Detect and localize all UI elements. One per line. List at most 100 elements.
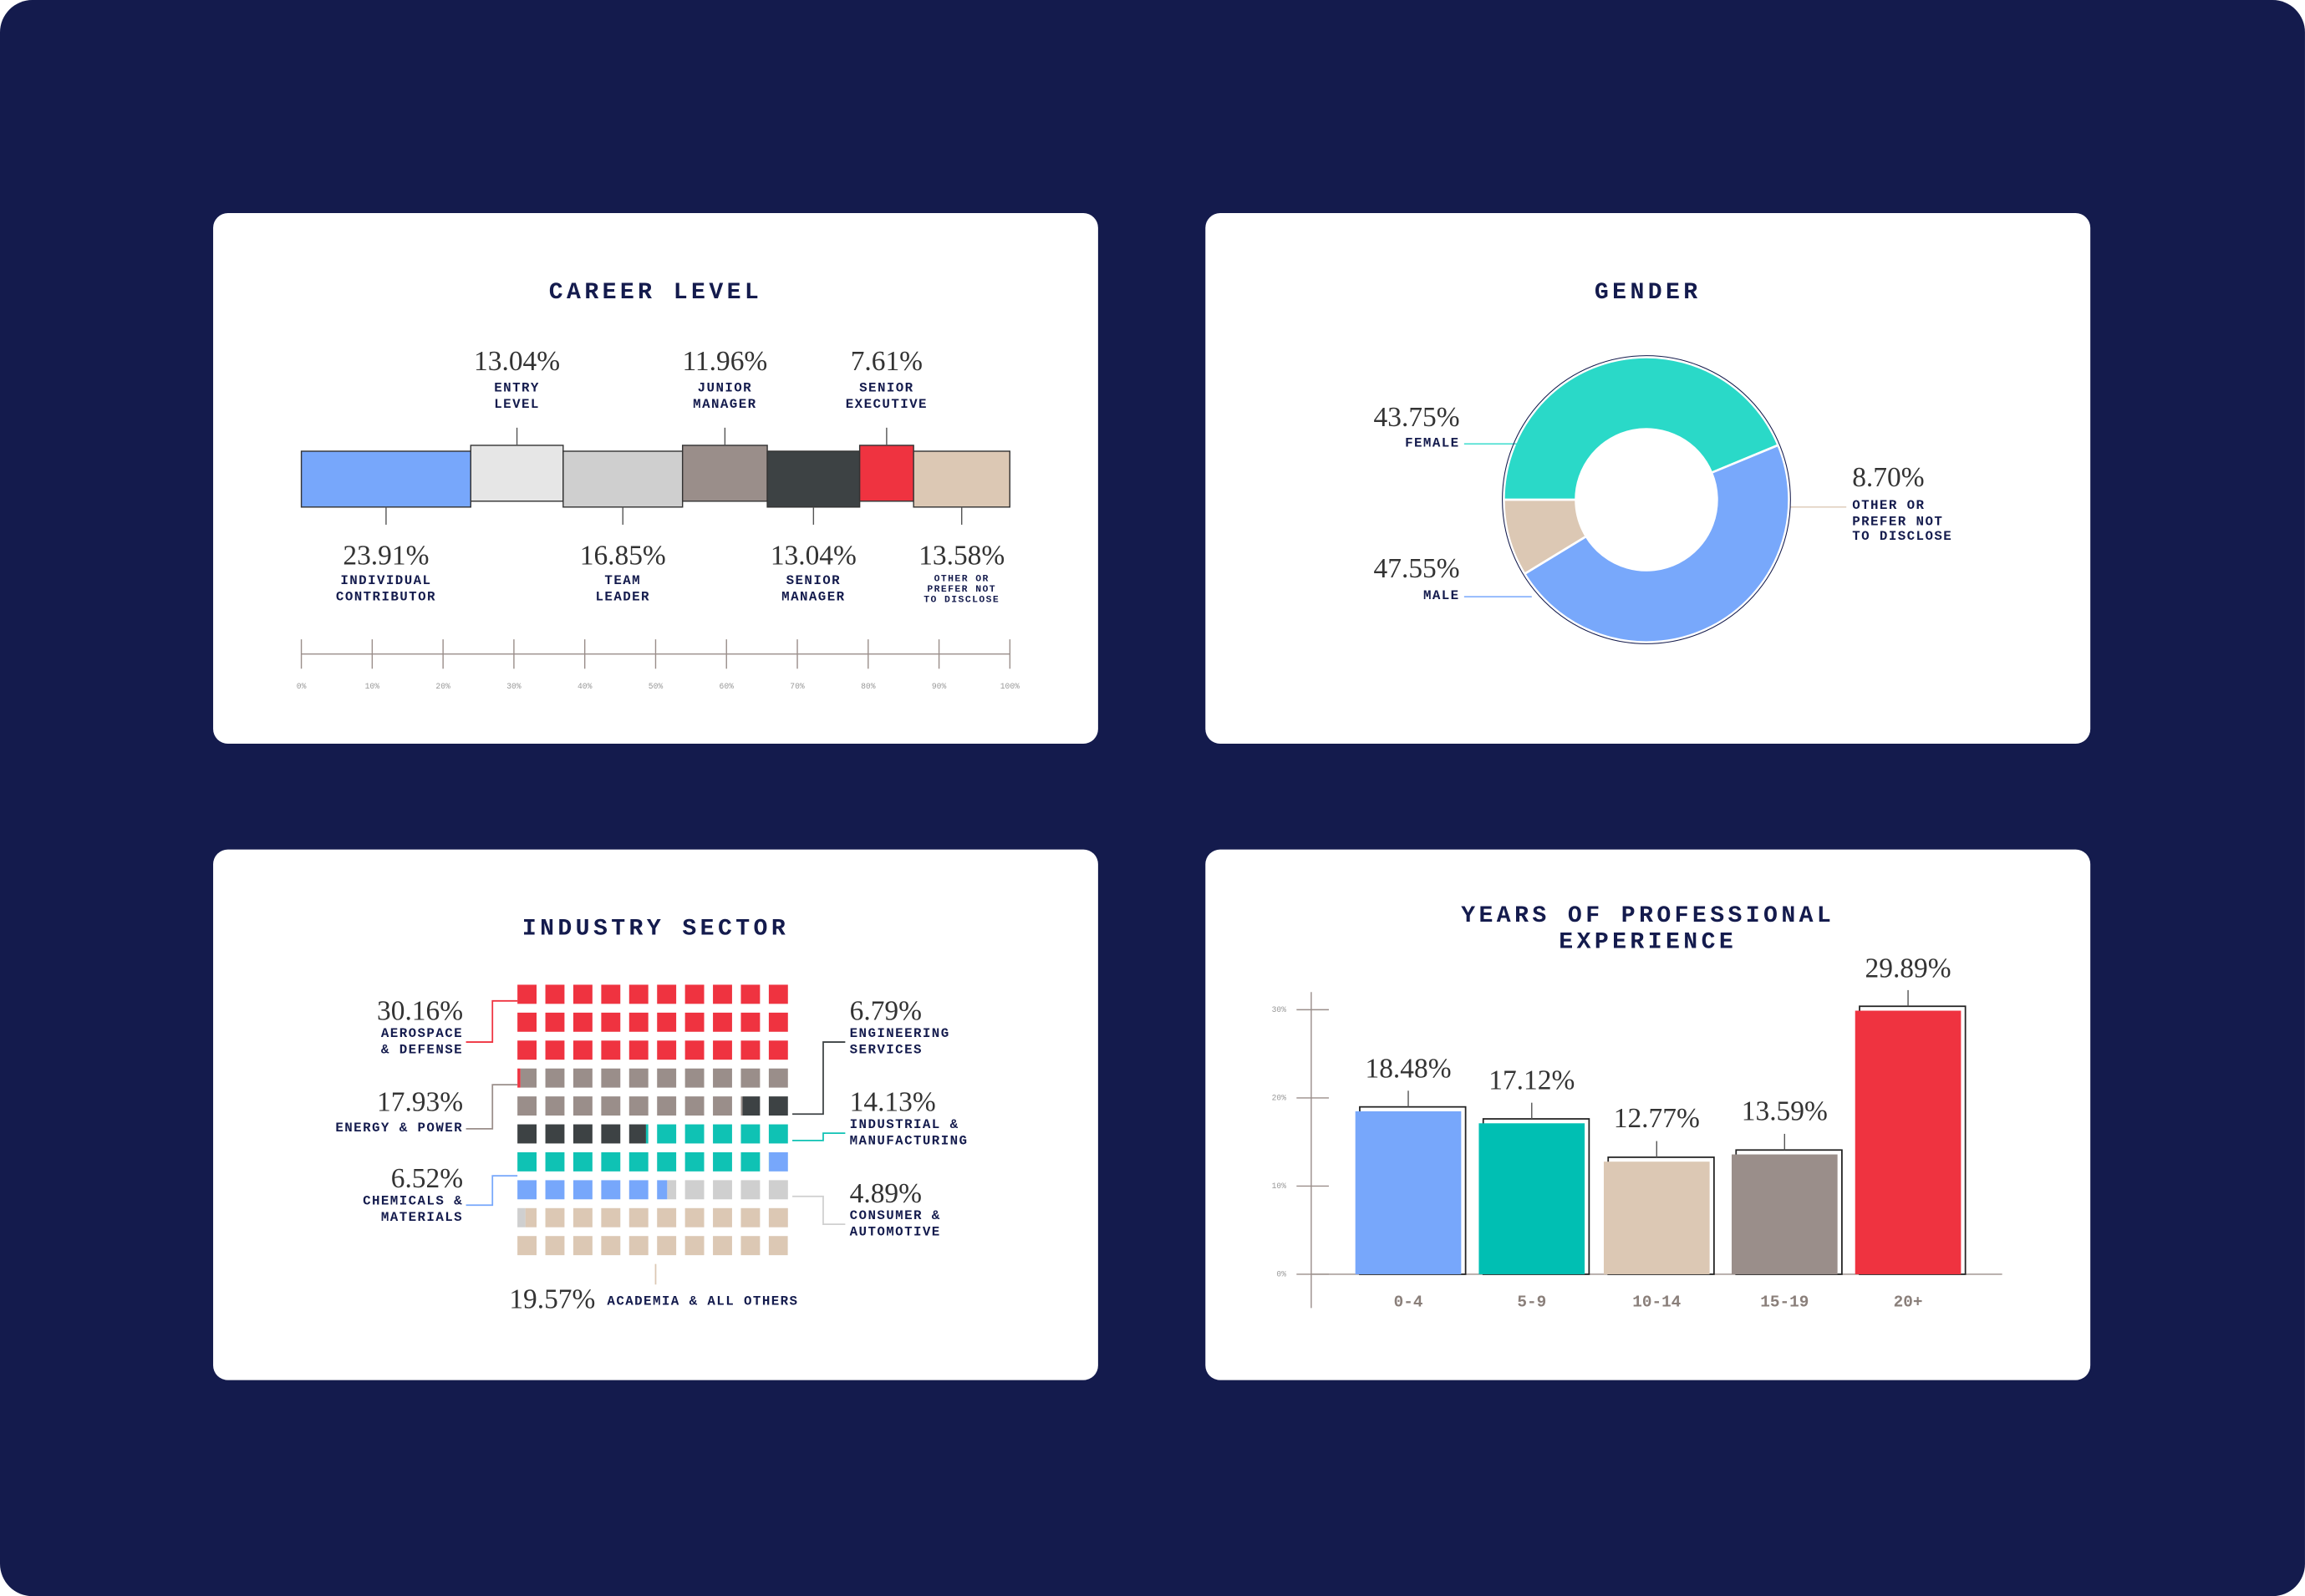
waffle-group	[517, 1180, 788, 1227]
waffle-fill	[742, 1096, 761, 1116]
waffle-fill	[628, 1207, 649, 1227]
waffle-group	[517, 1151, 788, 1200]
x-tick-label: 30%	[506, 681, 522, 692]
waffle-fill	[713, 1124, 732, 1144]
waffle-fill	[684, 1124, 705, 1144]
bar-segment	[913, 450, 1010, 508]
waffle-fill	[657, 984, 677, 1004]
waffle-fill	[768, 1012, 788, 1032]
waffle-fill	[572, 1096, 593, 1116]
waffle-fill	[657, 1207, 677, 1227]
x-tick-label: 0%	[296, 681, 307, 692]
category-label: SENIOR MANAGER	[781, 573, 846, 604]
waffle-fill	[545, 1096, 565, 1116]
value-label: 13.04%	[474, 347, 561, 379]
waffle-fill	[545, 1180, 565, 1200]
waffle-group	[517, 1207, 788, 1256]
waffle-fill	[628, 1180, 649, 1200]
category-label: INDIVIDUAL CONTRIBUTOR	[335, 573, 436, 604]
waffle-fill	[684, 1012, 705, 1032]
bar	[1603, 1161, 1710, 1274]
waffle-fill	[740, 1180, 761, 1200]
bar	[1731, 1154, 1838, 1274]
bar-segment	[681, 445, 768, 502]
waffle-fill	[545, 1151, 565, 1172]
x-tick-label: 15-19	[1760, 1294, 1809, 1313]
category-label: AEROSPACE & DEFENSE	[380, 1026, 464, 1057]
value-label: 17.93%	[377, 1087, 464, 1119]
value-label: 18.48%	[1365, 1054, 1452, 1085]
category-label: MALE	[1422, 588, 1460, 604]
waffle-fill	[657, 1236, 677, 1256]
waffle-fill	[740, 1068, 761, 1088]
waffle-fill	[572, 1180, 593, 1200]
waffle-fill	[713, 1207, 732, 1227]
waffle-fill	[517, 984, 537, 1004]
category-label: ACADEMIA & ALL OTHERS	[607, 1294, 799, 1309]
waffle-fill	[768, 1040, 788, 1060]
value-label: 16.85%	[579, 541, 666, 572]
career-chart	[300, 427, 1011, 669]
waffle-fill	[545, 1012, 565, 1032]
y-tick-label: 30%	[1271, 1004, 1287, 1015]
x-tick-label: 70%	[790, 681, 805, 692]
waffle-fill	[517, 1151, 537, 1172]
waffle-fill	[684, 1180, 705, 1200]
waffle-fill	[684, 1236, 705, 1256]
waffle-fill	[601, 1151, 621, 1172]
waffle-fill	[601, 1124, 621, 1144]
category-label: JUNIOR MANAGER	[693, 381, 757, 412]
waffle-fill	[657, 1124, 677, 1144]
waffle-fill	[657, 1040, 677, 1060]
waffle-fill	[667, 1180, 677, 1200]
chart-title: YEARS OF PROFESSIONAL EXPERIENCE	[1461, 902, 1835, 956]
donut-outline	[1502, 355, 1791, 644]
waffle-fill	[740, 1096, 743, 1116]
value-label: 23.91%	[343, 541, 430, 572]
waffle-fill	[601, 1096, 621, 1116]
waffle-fill	[713, 984, 732, 1004]
waffle-fill	[740, 1124, 761, 1144]
x-tick-label: 50%	[648, 681, 664, 692]
waffle-fill	[572, 1207, 593, 1227]
waffle-fill	[713, 1012, 732, 1032]
x-tick-label: 100%	[1000, 681, 1020, 692]
waffle-group	[517, 1124, 788, 1172]
industry-chart	[466, 984, 846, 1285]
waffle-fill	[517, 1096, 537, 1116]
bar-segment	[766, 450, 861, 508]
waffle-fill	[517, 1068, 521, 1088]
leader-line	[466, 999, 518, 1043]
waffle-fill	[740, 1040, 761, 1060]
category-label: TEAM LEADER	[595, 573, 650, 604]
waffle-fill	[657, 1151, 677, 1172]
bar	[1855, 1010, 1962, 1274]
x-tick-label: 40%	[577, 681, 593, 692]
waffle-fill	[517, 1236, 537, 1256]
waffle-fill	[657, 1012, 677, 1032]
waffle-fill	[572, 1068, 593, 1088]
waffle-fill	[740, 984, 761, 1004]
value-label: 17.12%	[1488, 1065, 1575, 1097]
donut-slice	[1503, 356, 1780, 501]
industry-card: INDUSTRY SECTOR 30.16% AEROSPACE & DEFENSE…	[213, 849, 1098, 1380]
waffle-fill	[713, 1236, 732, 1256]
waffle-fill	[601, 1040, 621, 1060]
donut-slice	[1503, 498, 1588, 576]
waffle-fill	[572, 1236, 593, 1256]
category-label: OTHER OR PREFER NOT TO DISCLOSE	[1852, 498, 1953, 545]
bar-segment	[562, 450, 684, 508]
waffle-fill	[713, 1096, 732, 1116]
waffle-fill	[628, 1040, 649, 1060]
leader-line	[792, 1041, 846, 1116]
category-label: ENGINEERING SERVICES	[849, 1026, 950, 1057]
value-label: 30.16%	[377, 996, 464, 1028]
waffle-fill	[768, 1096, 788, 1116]
waffle-fill	[545, 1124, 565, 1144]
waffle-fill	[628, 1012, 649, 1032]
waffle-fill	[517, 1124, 537, 1144]
waffle-fill	[517, 1012, 537, 1032]
waffle-fill	[601, 1012, 621, 1032]
waffle-fill	[601, 1207, 621, 1227]
